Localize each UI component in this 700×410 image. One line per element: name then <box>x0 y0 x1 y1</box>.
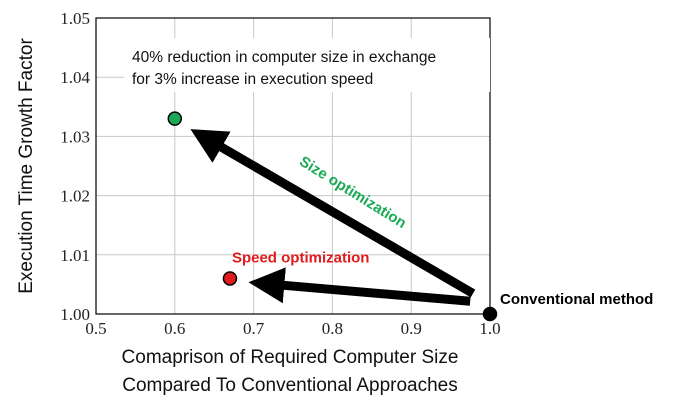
arrow-2 <box>248 267 471 306</box>
data-points <box>167 111 498 322</box>
point-label-conventional: Conventional method <box>500 291 653 308</box>
point-label-speed: Speed optimization <box>232 249 370 266</box>
y-tick-label: 1.03 <box>60 127 90 146</box>
tick-labels: 0.5 0.6 0.7 0.8 0.9 1.0 1.00 1.01 1.02 1.03 1.04 1.… <box>60 9 500 338</box>
plot-frame <box>95 17 491 315</box>
y-tick-label: 1.05 <box>60 9 90 28</box>
y-axis-title: Execution Time Growth Factor <box>16 38 37 294</box>
annotation-line-2: for 3% increase in execution speed <box>132 71 373 88</box>
x-tick-label: 0.6 <box>164 319 185 338</box>
y-tick-label: 1.01 <box>60 246 90 265</box>
x-axis-title-line-1: Comaprison of Required Computer Size <box>122 347 459 368</box>
y-tick-label: 1.04 <box>60 68 90 87</box>
annotation-box <box>124 38 490 92</box>
data-point-3 <box>222 271 238 286</box>
x-tick-label: 0.8 <box>322 319 343 338</box>
x-tick-label: 0.5 <box>85 319 106 338</box>
x-tick-label: 0.9 <box>401 319 422 338</box>
x-tick-label: 1.0 <box>479 319 500 338</box>
annotation: 40% reduction in computer size in exchan… <box>124 38 490 92</box>
arrow-1 <box>190 129 476 298</box>
x-axis-title-line-2: Compared To Conventional Approaches <box>122 375 458 396</box>
y-tick-label: 1.00 <box>60 305 90 324</box>
annotation-line-1: 40% reduction in computer size in exchan… <box>132 49 436 66</box>
arrows <box>190 129 476 306</box>
x-tick-label: 0.7 <box>243 319 265 338</box>
y-tick-label: 1.02 <box>60 187 90 206</box>
data-point-2 <box>167 111 183 126</box>
data-point-1 <box>482 306 498 322</box>
